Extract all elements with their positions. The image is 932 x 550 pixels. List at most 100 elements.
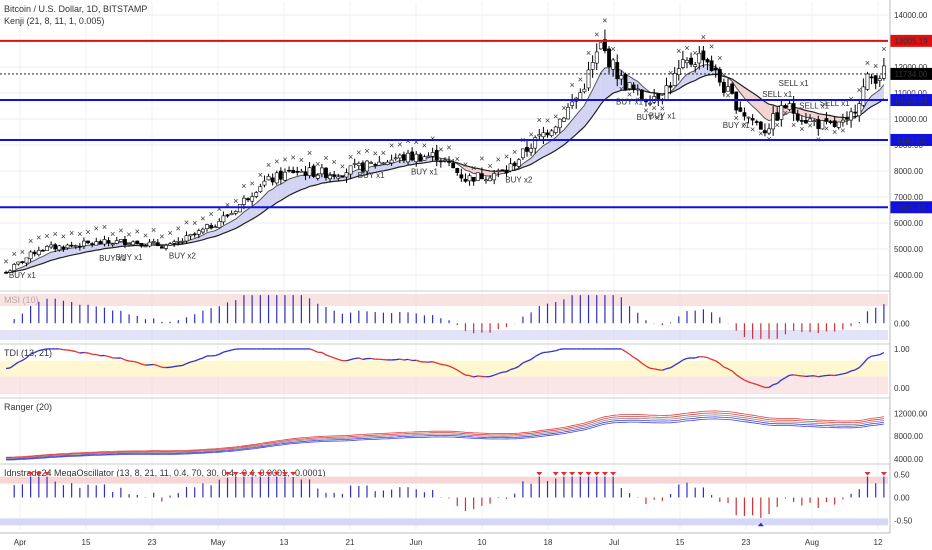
cloud-segment: [555, 133, 560, 151]
tdi-line-segment: [329, 355, 335, 359]
candle-body: [824, 118, 829, 122]
candle-body: [861, 86, 866, 106]
candle-body: [590, 62, 595, 70]
tdi-line-segment: [198, 357, 204, 360]
candle-body: [106, 240, 111, 244]
candle-body: [143, 245, 148, 248]
candle-body: [69, 244, 74, 247]
candle-body: [57, 245, 62, 251]
candle-body: [680, 59, 685, 68]
tdi-line-segment: [87, 352, 93, 355]
candle-body: [365, 160, 369, 172]
tdi-line-segment: [862, 358, 868, 364]
signal-cross-marker: ×: [594, 29, 599, 39]
cloud-segment: [399, 160, 404, 167]
candle-body: [516, 159, 521, 167]
tdi-line-segment: [666, 367, 671, 370]
y-tick-label: 11000.00: [894, 89, 927, 98]
y-tick-label: 14000.00: [894, 11, 928, 20]
candle-body: [291, 169, 296, 174]
cloud-segment: [297, 175, 302, 192]
signal-cross-marker: ×: [348, 152, 353, 162]
tdi-line-segment: [96, 353, 101, 357]
tdi-line-segment: [822, 374, 827, 377]
cloud-segment: [96, 244, 101, 251]
cloud-segment: [736, 81, 741, 93]
candle-body: [627, 82, 632, 89]
tdi-line-segment: [18, 359, 23, 363]
candle-body: [455, 168, 460, 173]
candle-body: [303, 171, 308, 176]
cloud-segment: [485, 170, 491, 177]
tdi-line-segment: [186, 361, 191, 365]
candle-body: [664, 85, 669, 100]
tdi-line-segment: [539, 351, 544, 355]
cloud-segment: [268, 189, 273, 208]
signal-cross-marker: ×: [233, 196, 238, 206]
candle-body: [24, 257, 29, 264]
signal-cross-marker: ×: [184, 217, 189, 227]
candle-body: [849, 111, 853, 121]
tdi-line-segment: [395, 358, 400, 361]
candle-body: [45, 246, 49, 251]
osc-sell-triangle: [585, 471, 592, 476]
tdi-line-segment: [436, 362, 442, 365]
tdi-line-segment: [489, 374, 495, 378]
tdi-line-segment: [793, 374, 798, 377]
cloud-segment: [231, 219, 236, 231]
tdi-line-segment: [141, 363, 146, 366]
y-tick-label: 0.50: [894, 470, 910, 479]
signal-cross-marker: ×: [110, 229, 115, 239]
tdi-line-segment: [416, 359, 421, 363]
tdi-line-segment: [814, 375, 819, 378]
signal-cross-marker: ×: [799, 124, 804, 134]
candle-body: [385, 161, 390, 165]
cloud-segment: [604, 67, 610, 100]
tdi-line-segment: [756, 383, 762, 387]
candle-body: [676, 68, 681, 76]
signal-label: BUY x1: [411, 167, 439, 176]
candle-body: [689, 57, 693, 65]
cloud-segment: [801, 109, 806, 118]
cloud-segment: [75, 247, 80, 255]
tdi-line-segment: [461, 372, 466, 376]
signal-cross-marker: ×: [602, 16, 607, 26]
tdi-line-segment: [776, 379, 782, 384]
x-tick-label: Jun: [410, 538, 423, 547]
cloud-segment: [387, 163, 392, 170]
signal-label: BUY x1: [637, 113, 665, 122]
signal-cross-marker: ×: [28, 236, 33, 246]
candle-body: [594, 51, 599, 64]
candle-body: [250, 196, 255, 202]
cloud-segment: [547, 140, 552, 155]
candle-body: [865, 73, 870, 90]
signal-label: BUY x2: [169, 252, 197, 261]
signal-label: SELL x1: [779, 79, 809, 88]
signal-cross-marker: ×: [250, 179, 255, 189]
signal-cross-marker: ×: [512, 147, 517, 157]
cloud-segment: [354, 169, 359, 178]
candle-body: [225, 214, 230, 217]
candle-body: [229, 212, 234, 216]
tdi-line-segment: [120, 357, 126, 361]
cloud-segment: [609, 65, 614, 97]
candle-body: [656, 93, 661, 100]
tdi-line-segment: [530, 355, 536, 360]
candle-body: [270, 177, 275, 183]
cloud-segment: [235, 215, 240, 229]
candle-body: [701, 50, 706, 61]
candle-body: [258, 186, 263, 193]
candle-body: [196, 230, 201, 235]
candle-body: [430, 152, 435, 157]
tdi-line-segment: [448, 365, 454, 369]
osc-upper-band: [0, 476, 888, 484]
candle-body: [180, 240, 185, 243]
tdi-line-segment: [649, 367, 655, 370]
tdi-line-segment: [498, 371, 503, 375]
signal-label: BUY x1: [9, 271, 37, 280]
signal-cross-marker: ×: [709, 42, 714, 52]
candle-body: [209, 225, 214, 229]
tdi-line-segment: [493, 372, 499, 376]
signal-cross-marker: ×: [118, 225, 123, 235]
